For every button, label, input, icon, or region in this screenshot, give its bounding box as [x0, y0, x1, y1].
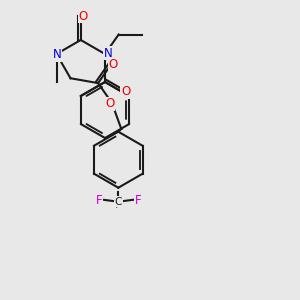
Text: C: C [115, 197, 122, 207]
Text: O: O [121, 85, 130, 98]
Text: O: O [108, 58, 118, 71]
Text: F: F [95, 194, 102, 207]
Text: F: F [115, 198, 122, 211]
Text: N: N [103, 46, 112, 59]
Text: O: O [78, 10, 87, 23]
Text: N: N [53, 49, 62, 62]
Text: F: F [135, 194, 141, 207]
Text: O: O [105, 97, 114, 110]
